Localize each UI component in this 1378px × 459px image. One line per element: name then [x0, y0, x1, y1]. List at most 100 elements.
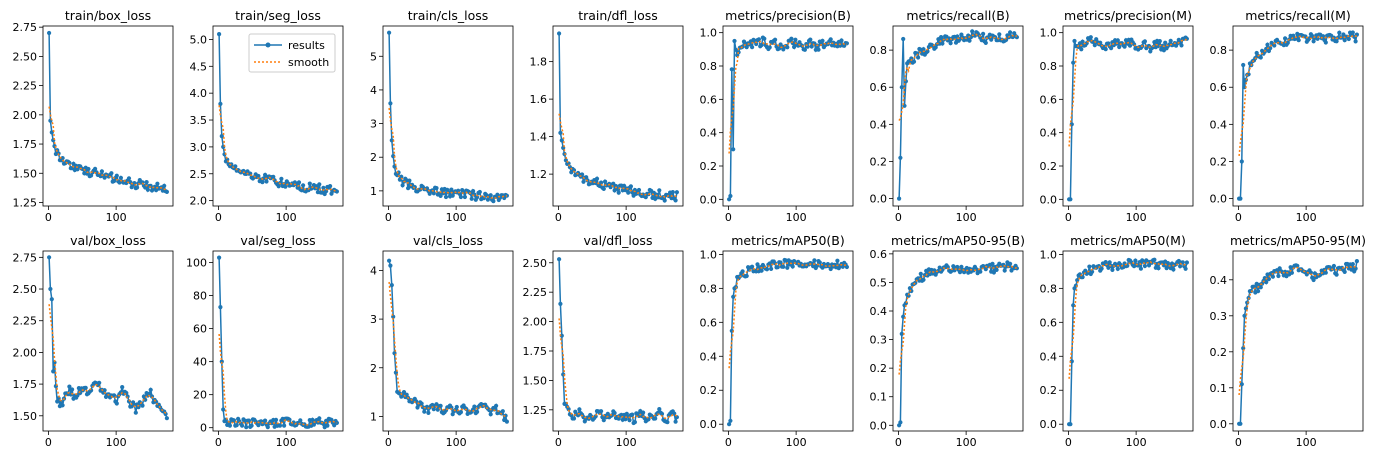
data-point: [55, 399, 60, 404]
data-point: [1157, 39, 1162, 44]
y-tick-label: 0.2: [1040, 160, 1058, 173]
data-point: [1258, 55, 1263, 60]
data-point: [114, 401, 119, 406]
y-tick-label: 0.0: [1040, 418, 1058, 431]
data-point: [933, 45, 938, 50]
plot-frame: [382, 25, 514, 207]
data-point: [475, 195, 480, 200]
data-point: [816, 47, 821, 52]
data-point: [756, 37, 762, 42]
x-tick-label: 100: [956, 436, 977, 449]
y-tick-label: 0.6: [700, 93, 718, 106]
data-point: [1117, 44, 1122, 50]
data-point: [921, 277, 926, 282]
data-point: [1289, 270, 1294, 275]
data-point: [256, 173, 261, 179]
data-point: [740, 269, 745, 274]
data-point: [120, 385, 125, 390]
data-point: [219, 359, 224, 364]
data-point: [388, 263, 393, 268]
data-point: [162, 183, 167, 188]
data-point: [729, 67, 734, 72]
data-point: [49, 297, 54, 302]
y-tick-label: 5: [370, 50, 377, 63]
data-point: [389, 283, 394, 288]
data-point: [67, 384, 72, 389]
plot-frame: [212, 250, 344, 432]
data-point: [143, 397, 148, 402]
y-tick-label: 0.0: [1210, 418, 1228, 431]
data-point: [641, 410, 646, 415]
data-point: [387, 258, 392, 263]
data-point: [1109, 46, 1114, 51]
legend-results-label: results: [288, 39, 325, 52]
data-point: [1291, 33, 1296, 38]
data-point: [781, 264, 786, 269]
data-point: [828, 266, 833, 272]
series-smooth-line: [218, 333, 338, 426]
data-point: [488, 412, 493, 417]
data-point: [419, 401, 424, 406]
y-tick-label: 0.6: [1210, 81, 1228, 94]
y-tick-label: 2.50: [13, 50, 38, 63]
data-point: [488, 193, 493, 198]
data-point: [728, 418, 733, 423]
data-point: [112, 393, 117, 398]
data-point: [431, 191, 436, 196]
series-results-line: [48, 32, 168, 193]
data-point: [477, 189, 482, 195]
y-tick-label: 2.50: [13, 283, 38, 296]
data-point: [778, 260, 783, 265]
y-tick-label: 1.4: [530, 131, 548, 144]
data-point: [626, 190, 631, 195]
data-point: [1346, 36, 1351, 42]
chart-title: val/seg_loss: [240, 233, 315, 248]
chart-panel: metrics/mAP50(B) 0.0 0.2 0.4 0.6 0.8 1.0 0 100: [700, 233, 854, 449]
data-point: [611, 181, 616, 186]
data-point: [657, 407, 662, 412]
plot-frame: [722, 25, 854, 207]
data-point: [733, 47, 739, 52]
data-point: [246, 418, 251, 423]
data-point: [673, 419, 678, 424]
data-point: [581, 179, 586, 184]
data-point: [454, 404, 459, 410]
data-point: [1331, 263, 1336, 269]
data-point: [1265, 42, 1270, 47]
data-point: [839, 38, 844, 43]
series-smooth-line: [1238, 34, 1358, 156]
x-tick-label: 0: [215, 211, 222, 224]
series-smooth-line: [728, 262, 848, 369]
data-point: [1353, 266, 1358, 271]
data-point: [1068, 197, 1073, 202]
data-point: [1276, 273, 1281, 279]
data-point: [759, 268, 764, 273]
data-point: [1180, 260, 1185, 265]
y-tick-label: 3.0: [190, 141, 208, 154]
legend-smooth-label: smooth: [288, 56, 329, 69]
data-point: [997, 32, 1002, 37]
x-tick-label: 100: [616, 436, 637, 449]
data-point: [387, 30, 392, 35]
data-point: [759, 42, 764, 48]
series-smooth-line: [388, 108, 508, 199]
data-point: [1068, 422, 1073, 427]
y-tick-label: 0.2: [700, 160, 718, 173]
data-point: [1142, 39, 1147, 44]
data-point: [1171, 267, 1176, 272]
data-point: [1350, 262, 1355, 267]
x-tick-label: 0: [385, 211, 392, 224]
y-tick-label: 0.8: [1040, 60, 1058, 73]
data-point: [1138, 266, 1143, 271]
series-smooth-line: [728, 40, 848, 154]
y-tick-label: 2.25: [13, 315, 38, 328]
data-point: [727, 422, 732, 427]
chart-title: metrics/recall(M): [1245, 8, 1351, 23]
series-results-line: [728, 36, 848, 200]
data-point: [1353, 39, 1358, 44]
data-point: [438, 403, 443, 408]
data-point: [140, 403, 145, 408]
y-tick-label: 0.2: [870, 155, 888, 168]
data-point: [114, 173, 119, 178]
data-point: [1315, 36, 1320, 41]
